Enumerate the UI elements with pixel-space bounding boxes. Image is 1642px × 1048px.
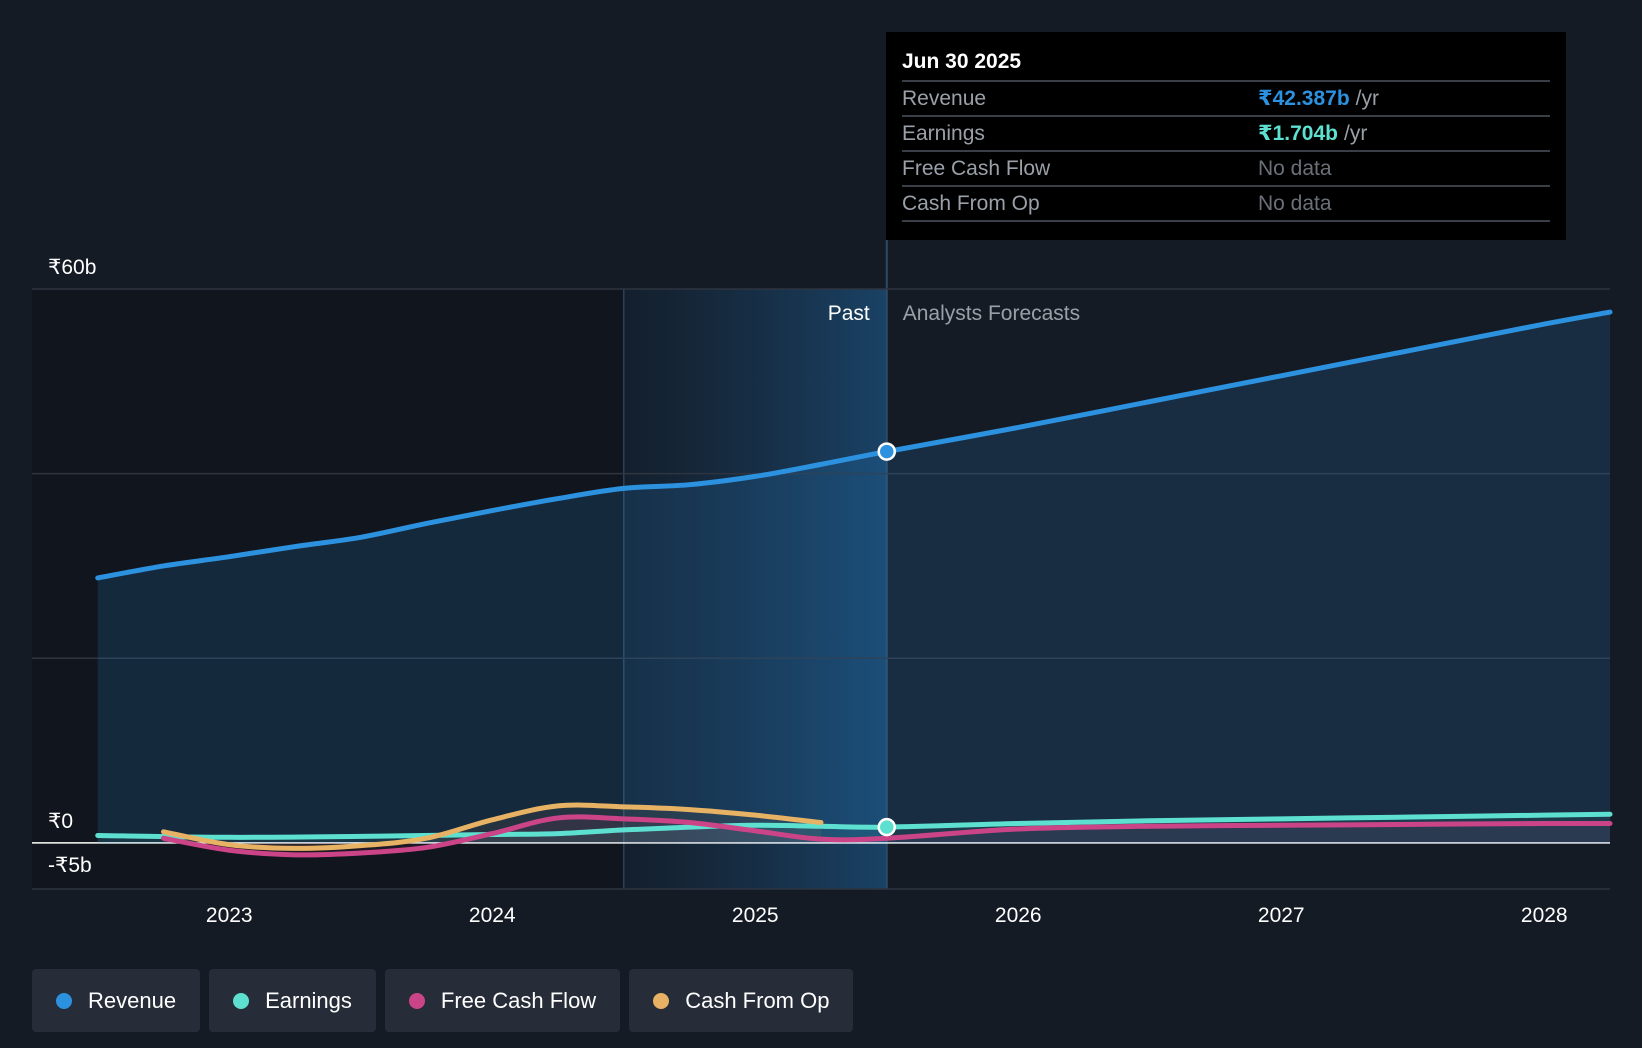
legend-item-earnings[interactable]: Earnings [209,969,376,1032]
legend-dot-icon [408,992,425,1009]
legend-item-cash-from-op[interactable]: Cash From Op [629,969,854,1032]
legend-item-revenue[interactable]: Revenue [32,969,201,1032]
tooltip-label: Free Cash Flow [902,157,1051,180]
hover-tooltip: Jun 30 2025 Revenue ₹42.387b/yr Earnings ₹1… [886,32,1566,240]
series-line-cash_from_op [161,802,824,851]
tooltip-row: Free Cash Flow No data [902,150,1550,185]
x-tick-label: 2026 [995,904,1042,927]
x-tick-label: 2025 [732,904,779,927]
y-tick-label: ₹60b [48,256,96,279]
tooltip-value: ₹1.704b [1258,122,1338,145]
past-label: Past [828,302,870,325]
forecast-label: Analysts Forecasts [903,302,1080,325]
legend-dot-icon [56,992,72,1009]
marker-revenue [877,442,896,461]
tooltip-unit: /yr [1355,87,1379,110]
legend-label: Free Cash Flow [440,987,597,1013]
tooltip-value: No data [1258,192,1332,215]
x-tick-label: 2028 [1521,904,1568,927]
tooltip-value: ₹42.387b [1258,87,1350,110]
x-tick-label: 2023 [206,904,253,927]
chart-legend: Revenue Earnings Free Cash Flow Cash From O… [32,969,854,1032]
tooltip-label: Earnings [902,122,985,145]
tooltip-row: Earnings ₹1.704b/yr [902,115,1550,150]
legend-dot-icon [233,992,250,1009]
y-tick-label: ₹0 [48,810,73,833]
highlight-band [623,289,887,889]
legend-label: Revenue [88,987,177,1013]
tooltip-value: No data [1258,157,1332,180]
series-area-revenue [97,312,1610,843]
tooltip-unit: /yr [1344,122,1368,145]
legend-dot-icon [653,992,670,1009]
tooltip-row: Revenue ₹42.387b/yr [902,80,1550,115]
tooltip-row: Cash From Op No data [902,185,1550,222]
legend-label: Earnings [265,987,352,1013]
legend-label: Cash From Op [685,987,830,1013]
x-tick-label: 2024 [469,904,516,927]
series-line-revenue [95,309,1613,581]
series-area-cash_from_op [163,805,821,849]
x-tick-label: 2027 [1258,904,1305,927]
marker-earnings [877,817,896,837]
y-tick-label: -₹5b [48,854,92,877]
tooltip-label: Revenue [902,87,987,110]
tooltip-date: Jun 30 2025 [902,50,1022,73]
tooltip-label: Cash From Op [902,192,1040,215]
series-line-earnings [95,811,1613,840]
series-line-free_cash_flow [161,814,1613,858]
legend-item-free-cash-flow[interactable]: Free Cash Flow [384,969,621,1032]
